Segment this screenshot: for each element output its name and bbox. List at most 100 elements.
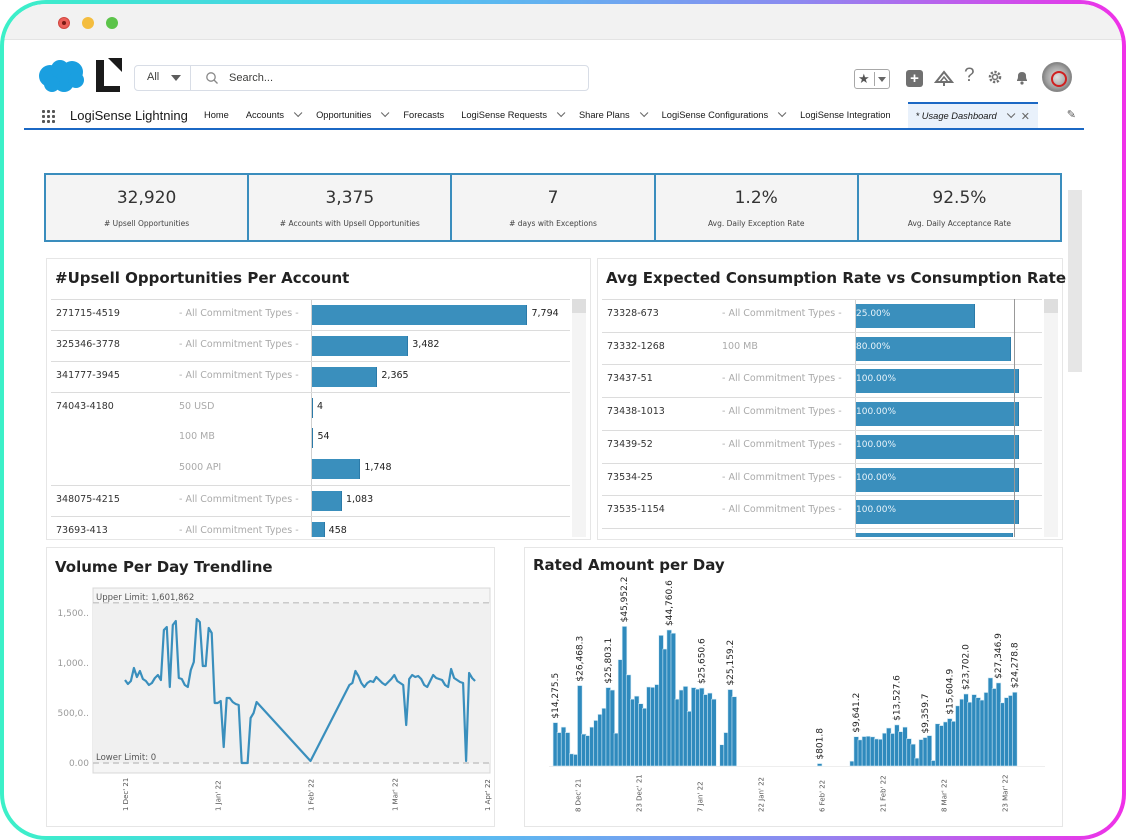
bar-data-label: $26,468.3 xyxy=(575,636,585,682)
bar[interactable] xyxy=(312,367,378,387)
x-tick-label: 21 Feb' 22 xyxy=(879,775,887,812)
bar[interactable] xyxy=(926,735,933,767)
kpi-summary-row: 32,920 # Upsell Opportunities 3,375 # Accou… xyxy=(44,173,1062,242)
table-row[interactable]: 73328-673 - All Commitment Types - 25.00% xyxy=(602,299,1042,332)
help-icon[interactable]: ? xyxy=(964,65,975,86)
table-row[interactable]: 325346-3778 - All Commitment Types - 3,482 xyxy=(51,330,570,361)
edit-nav-pencil-icon[interactable]: ✎ xyxy=(1066,109,1076,121)
bar[interactable] xyxy=(856,532,1013,537)
trailhead-icon[interactable] xyxy=(934,68,954,88)
bar[interactable] xyxy=(856,467,1019,492)
account-id: 341777-3945 xyxy=(56,370,120,381)
bar[interactable] xyxy=(856,434,1019,459)
salesforce-logo-icon[interactable] xyxy=(36,58,86,94)
bar[interactable] xyxy=(312,459,361,479)
chevron-down-icon[interactable] xyxy=(293,108,303,118)
table-row[interactable]: 73332-1268 100 MB 80.00% xyxy=(602,331,1042,365)
nav-tab-home[interactable]: Home xyxy=(204,102,238,128)
rated-amount-bar-chart: $14,275.5 $26,468.3 $25,803.1 $45,952.2 $44,… xyxy=(549,577,1045,812)
bar[interactable] xyxy=(856,304,975,328)
bar[interactable] xyxy=(856,500,1019,525)
maximize-window-button[interactable] xyxy=(106,17,118,29)
chevron-down-icon[interactable] xyxy=(556,108,566,118)
table-row[interactable]: 5000 API 1,748 xyxy=(51,454,570,485)
table-row[interactable]: 100 MB 54 xyxy=(51,423,570,454)
table-row[interactable]: 73534-25 - All Commitment Types - 100.00% xyxy=(602,462,1042,496)
bar[interactable] xyxy=(312,522,325,537)
star-icon[interactable]: ★ xyxy=(858,71,870,86)
table-row[interactable]: 73439-52 - All Commitment Types - 100.00% xyxy=(602,429,1042,463)
close-window-button[interactable] xyxy=(58,17,70,29)
minimize-window-button[interactable] xyxy=(82,17,94,29)
chevron-down-icon[interactable] xyxy=(778,108,787,118)
account-id: 73438-1013 xyxy=(607,406,665,418)
table-row[interactable]: 73438-1013 - All Commitment Types - 100.00… xyxy=(602,397,1042,430)
bar[interactable] xyxy=(856,402,1019,427)
bar[interactable] xyxy=(856,369,1019,394)
favorites-dropdown-icon[interactable] xyxy=(878,77,886,82)
dashboard-scrollbar[interactable] xyxy=(1068,190,1082,372)
kpi-tile[interactable]: 1.2% Avg. Daily Exception Rate xyxy=(656,175,859,240)
bar[interactable] xyxy=(1012,691,1018,767)
nav-tab-logisense-integration[interactable]: LogiSense Integration xyxy=(800,102,899,128)
bar-value-label: 1,748 xyxy=(364,462,392,473)
bar[interactable] xyxy=(312,398,313,418)
table-row[interactable]: 73535-1154 - All Commitment Types - 100.00… xyxy=(602,495,1042,528)
bar[interactable] xyxy=(609,689,615,767)
bar[interactable] xyxy=(577,685,583,767)
chevron-down-icon[interactable] xyxy=(1006,109,1016,119)
bar[interactable] xyxy=(312,491,342,511)
bar[interactable] xyxy=(564,732,571,767)
panel-title: Volume Per Day Trendline xyxy=(55,558,273,576)
notifications-bell-icon[interactable] xyxy=(1014,69,1030,85)
scroll-thumb[interactable] xyxy=(1044,299,1058,313)
scroll-thumb[interactable] xyxy=(572,299,586,313)
chevron-down-icon[interactable] xyxy=(381,108,390,118)
account-id: 73693-413 xyxy=(56,525,108,536)
kpi-tile[interactable]: 7 # days with Exceptions xyxy=(452,175,656,240)
kpi-tile[interactable]: 3,375 # Accounts with Upsell Opportunitie… xyxy=(249,175,453,240)
close-tab-icon[interactable]: ✕ xyxy=(1020,110,1030,123)
bar[interactable] xyxy=(312,336,409,356)
upsell-scrollbar[interactable] xyxy=(572,299,586,537)
table-row[interactable]: 341777-3945 - All Commitment Types - 2,365 xyxy=(51,361,570,392)
search-scope-select[interactable]: All xyxy=(135,66,191,90)
table-row[interactable]: 73693-413 - All Commitment Types - 458 xyxy=(51,516,570,537)
nav-tab-share-plans[interactable]: Share Plans xyxy=(579,102,654,128)
upper-limit-label: Upper Limit: 1,601,862 xyxy=(96,593,194,603)
bar[interactable] xyxy=(312,428,314,448)
kpi-value: 32,920 xyxy=(116,188,177,208)
consumption-scrollbar[interactable] xyxy=(1044,299,1058,537)
bar[interactable] xyxy=(711,698,717,767)
bar[interactable] xyxy=(856,336,1011,361)
table-row[interactable]: 73437-51 - All Commitment Types - 100.00% xyxy=(602,364,1042,397)
table-row[interactable]: 271715-4519 - All Commitment Types - 7,794 xyxy=(51,299,570,330)
chevron-down-icon[interactable] xyxy=(639,108,649,118)
favorites-button[interactable]: ★ xyxy=(854,69,890,89)
bar[interactable] xyxy=(731,696,737,767)
table-row[interactable]: 348075-4215 - All Commitment Types - 1,083 xyxy=(51,485,570,516)
bar[interactable] xyxy=(817,763,823,767)
volume-series-line[interactable] xyxy=(124,617,476,765)
commitment-type: - All Commitment Types - xyxy=(722,438,842,450)
nav-tab-logisense-requests[interactable]: LogiSense Requests xyxy=(461,102,571,128)
table-row[interactable] xyxy=(602,527,1042,537)
table-row[interactable]: 74043-4180 50 USD 4 xyxy=(51,392,570,423)
nav-tab-opportunities[interactable]: Opportunities xyxy=(316,102,395,128)
bar[interactable] xyxy=(312,305,528,325)
nav-tab-logisense-configurations[interactable]: LogiSense Configurations xyxy=(662,102,792,128)
kpi-label: Avg. Daily Exception Rate xyxy=(707,219,805,228)
search-input[interactable] xyxy=(229,69,569,87)
bar[interactable] xyxy=(910,743,916,767)
kpi-tile[interactable]: 92.5% Avg. Daily Acceptance Rate xyxy=(859,175,1060,240)
kpi-tile[interactable]: 32,920 # Upsell Opportunities xyxy=(46,175,250,240)
bar-value-label: 100.00% xyxy=(856,505,897,516)
global-actions-plus-icon[interactable]: + xyxy=(906,70,923,87)
nav-tab-usage-dashboard[interactable]: * Usage Dashboard ✕ xyxy=(907,102,1038,128)
nav-tab-accounts[interactable]: Accounts xyxy=(246,102,308,128)
app-launcher-icon[interactable] xyxy=(42,110,55,123)
nav-tab-forecasts[interactable]: Forecasts xyxy=(403,102,453,128)
setup-gear-icon[interactable] xyxy=(987,69,1003,85)
user-avatar[interactable] xyxy=(1042,62,1072,92)
logisense-logo-icon[interactable] xyxy=(92,56,124,94)
